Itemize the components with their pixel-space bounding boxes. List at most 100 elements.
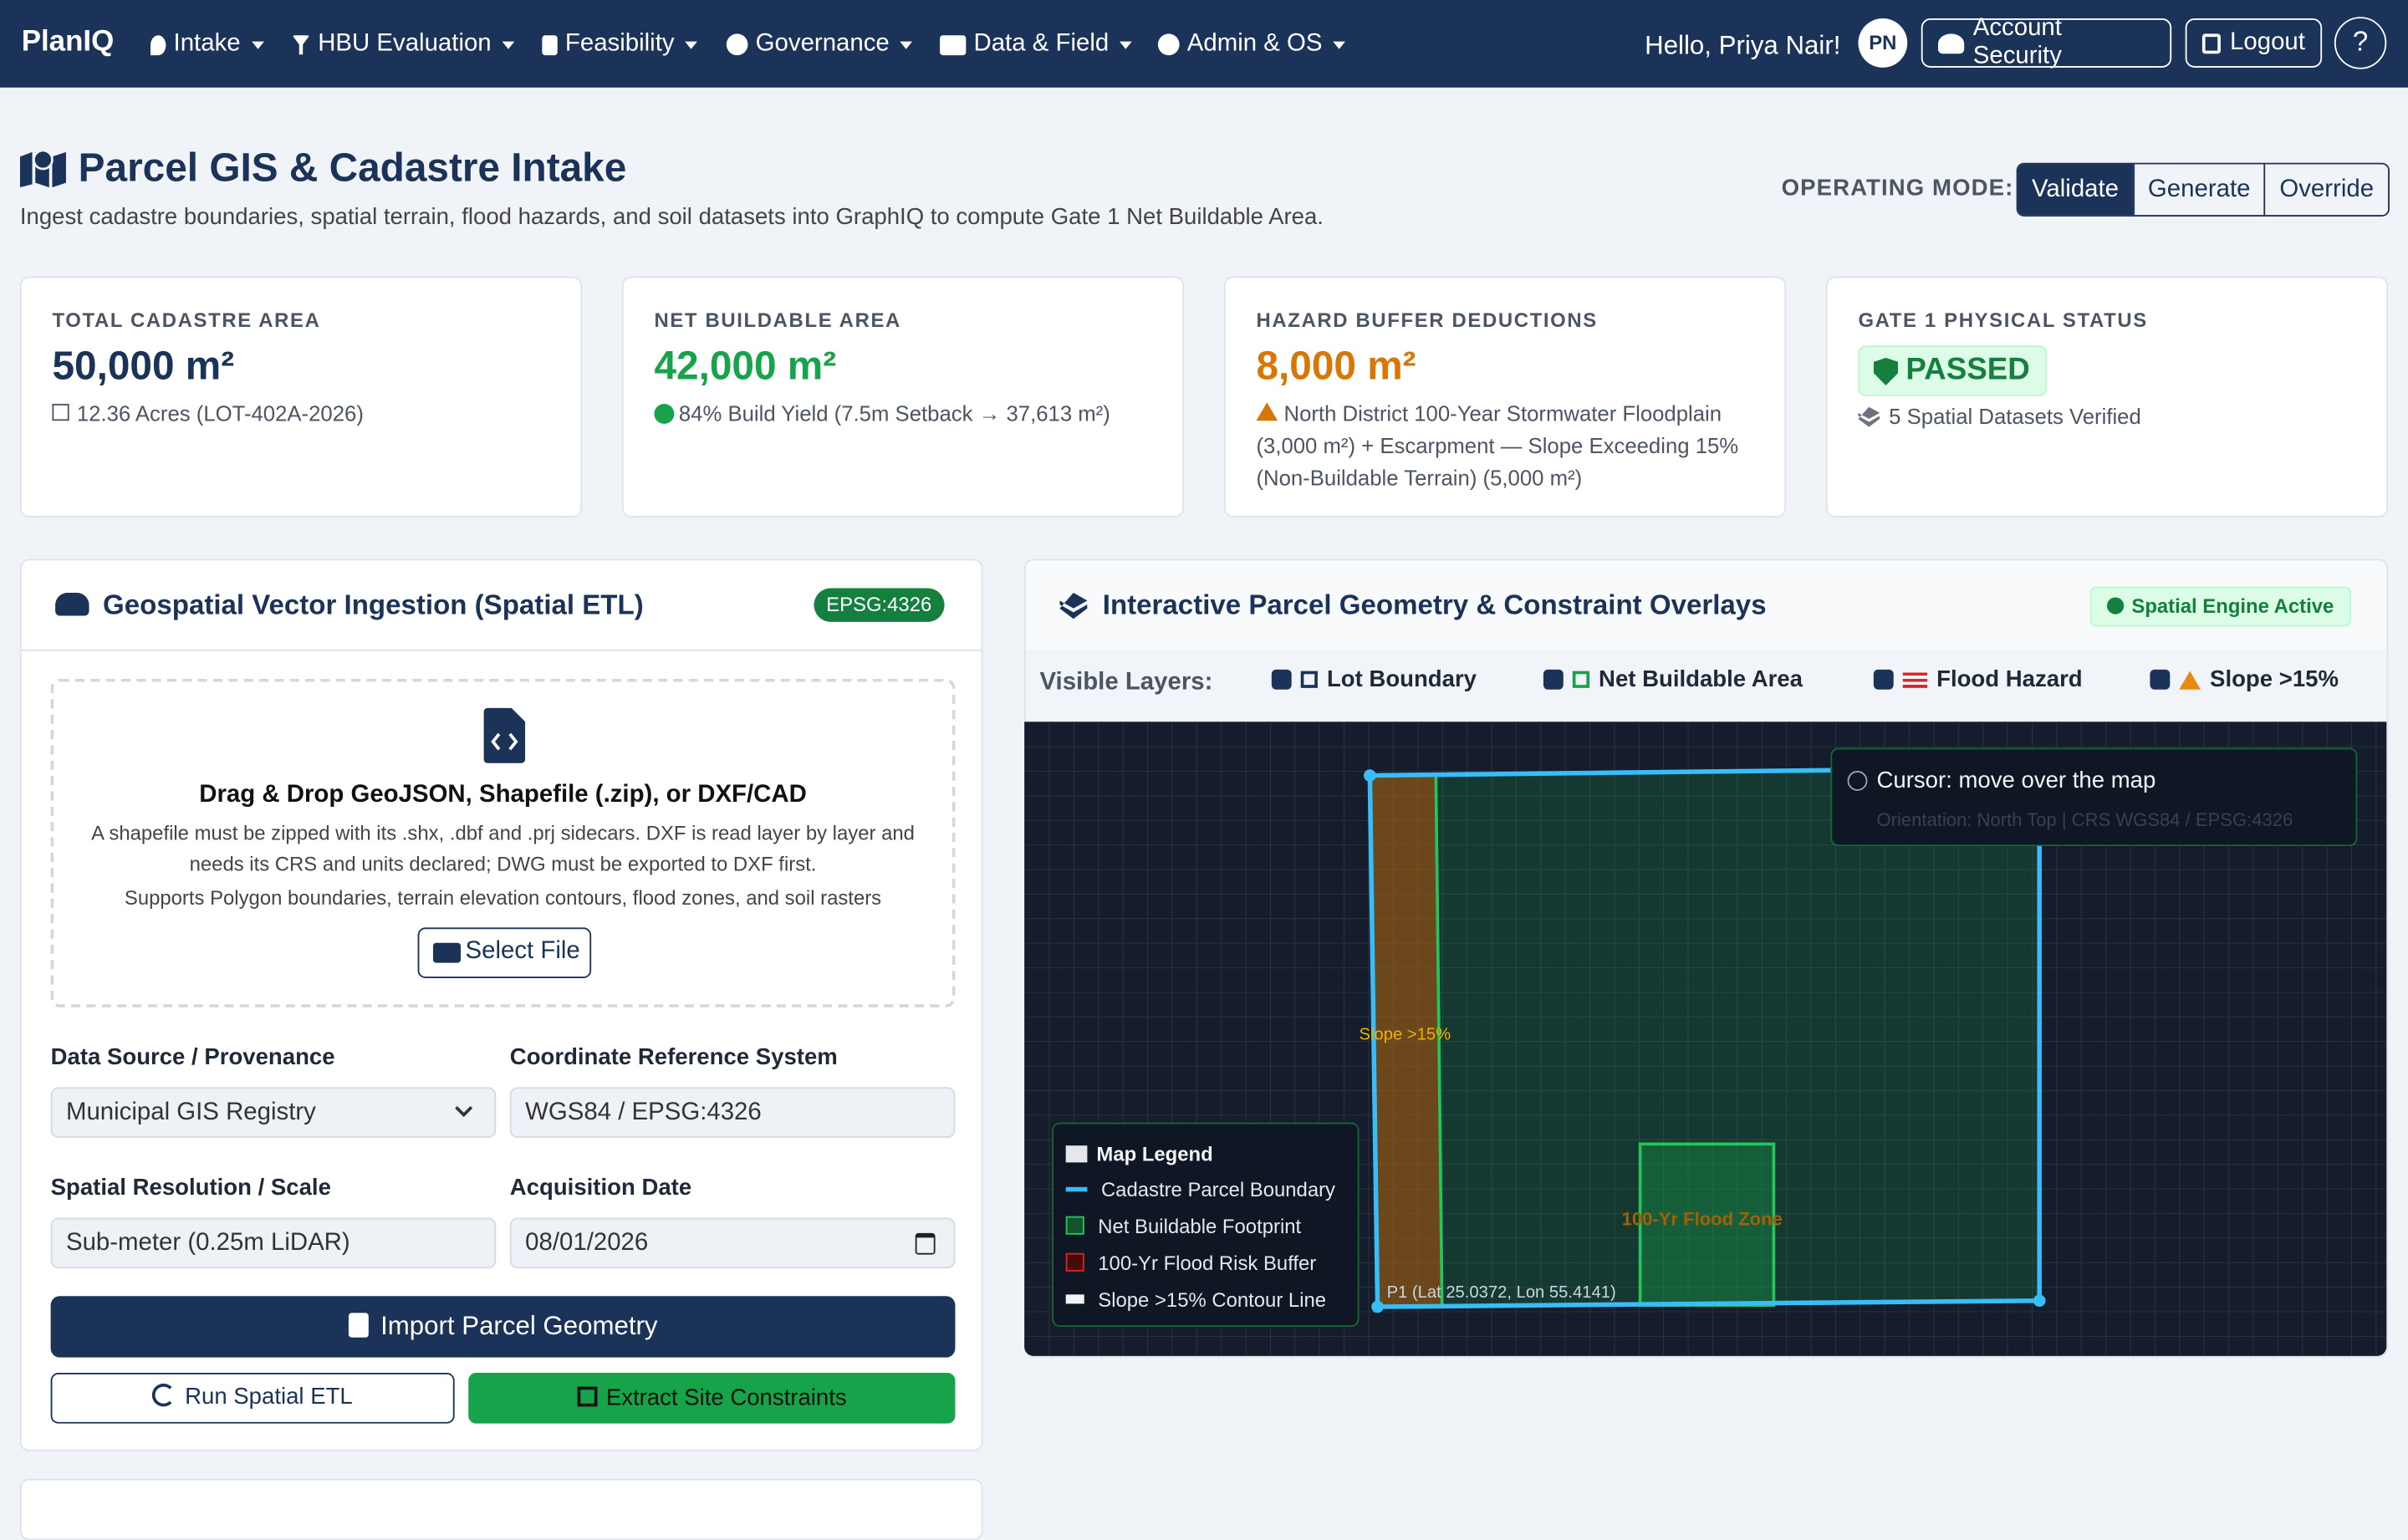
legend-label: Cadastre Parcel Boundary bbox=[1100, 1176, 1336, 1201]
kpi-note-text: 84% Build Yield (7.5m Setback → 37,613 m… bbox=[678, 400, 1110, 426]
mode-button[interactable]: Validate bbox=[2018, 164, 2133, 216]
page-title: Parcel GIS & Cadastre Intake bbox=[78, 144, 627, 191]
mode-button[interactable]: Generate bbox=[2132, 164, 2264, 216]
account-security-button[interactable]: Account Security bbox=[1921, 15, 2172, 69]
avatar[interactable]: PN bbox=[1858, 18, 1908, 68]
help-button[interactable]: ? bbox=[2334, 17, 2387, 69]
layer-label: Flood Hazard bbox=[1936, 666, 2083, 693]
import-button[interactable]: Import Parcel Geometry bbox=[50, 1296, 956, 1358]
menu-label: Admin & OS bbox=[1186, 30, 1323, 57]
layer-toggle[interactable]: Flood Hazard bbox=[1873, 666, 2083, 693]
button-label: Run Spatial ETL bbox=[185, 1383, 353, 1410]
kpi-label: NET BUILDABLE AREA bbox=[654, 309, 901, 332]
select-input[interactable]: Municipal GIS Registry bbox=[50, 1087, 497, 1139]
kpi-label: TOTAL CADASTRE AREA bbox=[52, 309, 321, 332]
layer-label: Lot Boundary bbox=[1326, 666, 1477, 693]
icon bbox=[576, 1386, 597, 1407]
drop-title: Drag & Drop GeoJSON, Shapefile (.zip), o… bbox=[199, 781, 807, 808]
layer-toggle[interactable]: Lot Boundary bbox=[1271, 666, 1477, 693]
logout-button[interactable]: Logout bbox=[2185, 18, 2323, 68]
run-etl-button[interactable]: Run Spatial ETL bbox=[50, 1373, 455, 1424]
nav-menu[interactable]: HBU Evaluation bbox=[291, 30, 515, 59]
kpi-value: 42,000 m² bbox=[654, 342, 837, 389]
menu-label: Data & Field bbox=[973, 30, 1110, 57]
field-label: Coordinate Reference System bbox=[509, 1043, 838, 1071]
layer-toggle[interactable]: Net Buildable Area bbox=[1543, 666, 1803, 692]
kpi-card: HAZARD BUFFER DEDUCTIONS 8,000 m² North … bbox=[1223, 276, 1787, 518]
kpi-card: GATE 1 PHYSICAL STATUS PASSED 5 Spatial … bbox=[1825, 276, 2389, 518]
legend-item: Cadastre Parcel Boundary bbox=[1065, 1170, 1345, 1207]
nav-menu[interactable]: Admin & OS bbox=[1157, 30, 1346, 59]
menu-label: HBU Evaluation bbox=[318, 30, 492, 57]
status-text: Spatial Engine Active bbox=[2131, 594, 2334, 618]
drop-support: Supports Polygon boundaries, terrain ele… bbox=[124, 885, 882, 910]
layer-label: Net Buildable Area bbox=[1599, 666, 1803, 693]
icon bbox=[2107, 597, 2125, 614]
legend-item: Net Buildable Footprint bbox=[1065, 1207, 1345, 1244]
folder-icon bbox=[432, 942, 462, 963]
icon bbox=[1256, 402, 1278, 421]
icon bbox=[654, 404, 675, 424]
field-label: Data Source / Provenance bbox=[50, 1043, 335, 1071]
greeting: Hello, Priya Nair! bbox=[1645, 30, 1841, 60]
icon bbox=[1858, 406, 1880, 427]
map-canvas[interactable]: Slope >15% 100-Yr Flood Zone P1 (Lat 25.… bbox=[1024, 722, 2387, 1356]
button-label: Extract Site Constraints bbox=[605, 1384, 847, 1411]
icon bbox=[1873, 357, 1899, 386]
kpi-note: North District 100-Year Stormwater Flood… bbox=[1256, 398, 1759, 495]
mode-selector: Validate Generate Override bbox=[2016, 162, 2390, 217]
kpi-value: 8,000 m² bbox=[1256, 342, 1416, 389]
mode-button[interactable]: Override bbox=[2264, 164, 2388, 216]
kpi-note: 12.36 Acres (LOT-402A-2026) bbox=[52, 398, 555, 431]
button-label: Import Parcel Geometry bbox=[380, 1311, 658, 1341]
crosshair-icon bbox=[1847, 771, 1868, 791]
file-icon bbox=[483, 707, 526, 763]
extract-constraints-button[interactable]: Extract Site Constraints bbox=[468, 1373, 956, 1424]
kpi-note-text: 5 Spatial Datasets Verified bbox=[1889, 404, 2141, 429]
brand[interactable]: PlanIQ bbox=[21, 26, 115, 59]
select-file-button[interactable]: Select File bbox=[417, 927, 592, 979]
cursor-text: Cursor: move over the map bbox=[1876, 767, 2156, 794]
nav-menu[interactable]: Governance bbox=[726, 30, 913, 59]
status-badge: PASSED bbox=[1858, 345, 2047, 396]
button-label: Logout bbox=[2230, 28, 2305, 56]
layer-label: Slope >15% bbox=[2210, 666, 2339, 693]
legend-item: Slope >15% Contour Line bbox=[1065, 1281, 1345, 1318]
nav-menu[interactable]: Feasibility bbox=[542, 31, 698, 59]
legend-label: 100-Yr Flood Risk Buffer bbox=[1098, 1251, 1317, 1274]
panel-header: Interactive Parcel Geometry & Constraint… bbox=[1025, 560, 2387, 651]
text-input[interactable]: WGS84 / EPSG:4326 bbox=[509, 1087, 956, 1139]
text-input[interactable]: Sub-meter (0.25m LiDAR) bbox=[50, 1217, 497, 1269]
legend-title: Map Legend bbox=[1096, 1141, 1213, 1165]
nav-menu[interactable]: Intake bbox=[150, 30, 264, 59]
panel-title: Interactive Parcel Geometry & Constraint… bbox=[1102, 589, 1767, 621]
calendar-icon bbox=[915, 1232, 936, 1255]
drop-zone[interactable]: Drag & Drop GeoJSON, Shapefile (.zip), o… bbox=[50, 678, 956, 1007]
kpi-label: HAZARD BUFFER DEDUCTIONS bbox=[1256, 309, 1598, 332]
menu-label: Intake bbox=[173, 30, 241, 57]
kpi-note-text: 12.36 Acres (LOT-402A-2026) bbox=[76, 400, 364, 426]
point-label: P1 (Lat 25.0372, Lon 55.4141) bbox=[1386, 1283, 1616, 1303]
date-input[interactable]: 08/01/2026 bbox=[509, 1217, 956, 1269]
kpi-note: 84% Build Yield (7.5m Setback → 37,613 m… bbox=[654, 398, 1157, 431]
field-label: Spatial Resolution / Scale bbox=[50, 1175, 331, 1201]
layer-toggle[interactable]: Slope >15% bbox=[2150, 666, 2339, 692]
nav-menu[interactable]: Data & Field bbox=[940, 31, 1132, 59]
chevron bbox=[455, 1105, 473, 1118]
mode-label: OPERATING MODE: bbox=[1781, 175, 2014, 201]
map-icon bbox=[19, 149, 66, 188]
orientation-text: Orientation: North Top | CRS WGS84 / EPS… bbox=[1876, 808, 2293, 831]
drop-text: A shapefile must be zipped with its .shx… bbox=[91, 821, 915, 875]
legend-label: Net Buildable Footprint bbox=[1098, 1213, 1302, 1237]
icon bbox=[348, 1313, 369, 1338]
ingestion-panel: Geospatial Vector Ingestion (Spatial ETL… bbox=[19, 558, 983, 1451]
map-legend: Map Legend Cadastre Parcel Boundary Net … bbox=[1052, 1122, 1360, 1327]
input-value: 08/01/2026 bbox=[525, 1230, 649, 1257]
crs-badge: EPSG:4326 bbox=[814, 588, 944, 622]
menu-label: Governance bbox=[755, 30, 890, 57]
slope-label: Slope >15% bbox=[1359, 1025, 1451, 1044]
next-panel bbox=[19, 1478, 983, 1540]
navbar: PlanIQ Intake HBU Evaluation Feasibility… bbox=[0, 0, 2408, 88]
